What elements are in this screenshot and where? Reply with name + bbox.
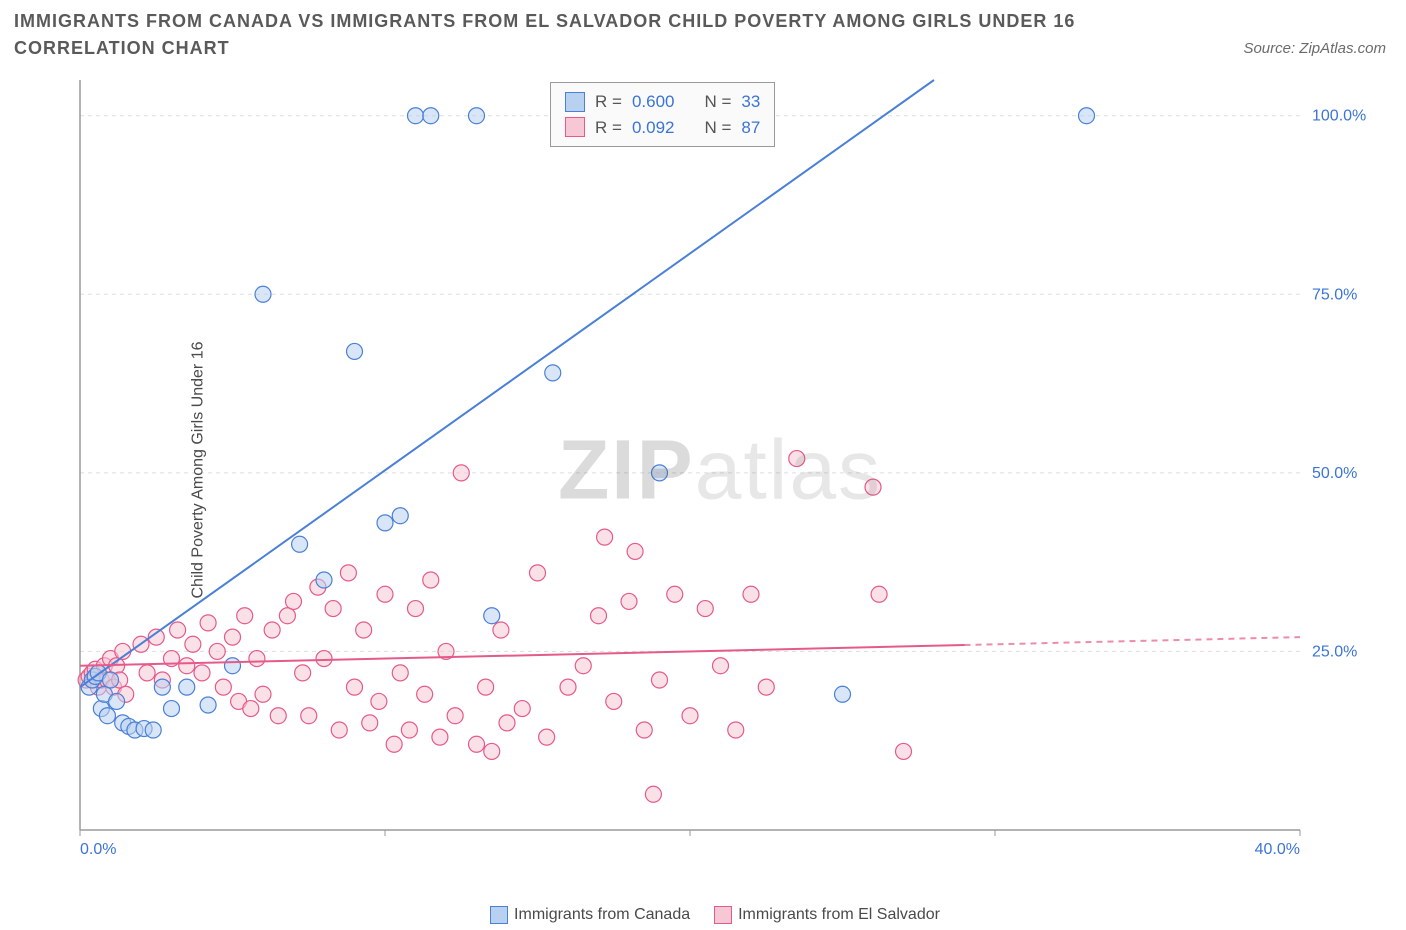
scatter-plot-svg: 25.0% 50.0% 75.0% 100.0% 0.0% 40.0%: [60, 70, 1380, 870]
svg-text:100.0%: 100.0%: [1312, 108, 1366, 125]
svg-text:40.0%: 40.0%: [1255, 841, 1300, 858]
y-axis-label: Child Poverty Among Girls Under 16: [190, 342, 208, 599]
stats-row: R = 0.092 N = 87: [565, 115, 760, 141]
legend-swatch: [565, 92, 585, 112]
stats-n-value: 87: [741, 115, 760, 141]
legend-swatch: [714, 906, 732, 924]
legend-series-label: Immigrants from Canada: [514, 906, 690, 923]
stats-legend-box: R = 0.600 N = 33 R = 0.092 N = 87: [550, 82, 775, 147]
svg-text:25.0%: 25.0%: [1312, 643, 1357, 660]
stats-n-label: N =: [704, 115, 731, 141]
stats-n-label: N =: [704, 89, 731, 115]
stats-row: R = 0.600 N = 33: [565, 89, 760, 115]
stats-r-label: R =: [595, 115, 622, 141]
legend-swatch: [490, 906, 508, 924]
legend-series-label: Immigrants from El Salvador: [738, 906, 940, 923]
stats-r-value: 0.600: [632, 89, 675, 115]
svg-text:0.0%: 0.0%: [80, 841, 116, 858]
svg-text:50.0%: 50.0%: [1312, 465, 1357, 482]
svg-text:75.0%: 75.0%: [1312, 286, 1357, 303]
stats-r-value: 0.092: [632, 115, 675, 141]
stats-r-label: R =: [595, 89, 622, 115]
bottom-legend: Immigrants from Canada Immigrants from El…: [0, 906, 1406, 924]
legend-swatch: [565, 117, 585, 137]
stats-n-value: 33: [741, 89, 760, 115]
chart-area: Child Poverty Among Girls Under 16 ZIPat…: [60, 70, 1380, 870]
source-attribution: Source: ZipAtlas.com: [1243, 40, 1386, 57]
chart-title: IMMIGRANTS FROM CANADA VS IMMIGRANTS FRO…: [14, 8, 1114, 62]
